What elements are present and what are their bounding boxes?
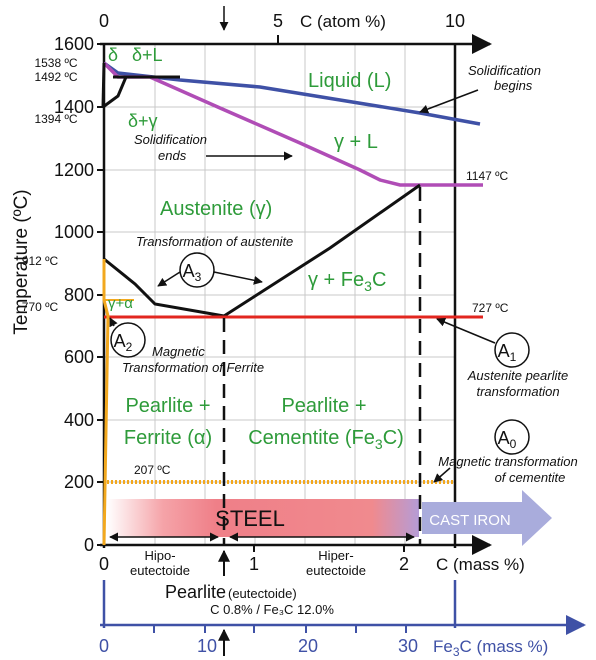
svg-text:0: 0 [99,636,109,656]
temperature-labels: 1538 ºC 1492 ºC 1394 ºC 912 ºC 770 ºC 11… [22,56,509,477]
y-axis-labels: 1600 1400 1200 1000 800 600 400 200 0 Te… [11,34,94,555]
svg-text:Austenite (γ): Austenite (γ) [160,198,272,220]
svg-text:1492 ºC: 1492 ºC [34,70,77,84]
steel-band: STEEL [107,499,419,537]
svg-text:Pearlite: Pearlite [165,582,226,602]
svg-text:transformation: transformation [476,384,559,399]
svg-text:Transformation of Ferrite: Transformation of Ferrite [122,360,264,375]
top-axis-label: C (atom %) [300,12,386,31]
svg-text:1400: 1400 [54,97,94,117]
svg-text:of cementite: of cementite [495,470,566,485]
top-tick-5: 5 [273,11,283,31]
a3-line [103,257,225,318]
svg-text:1394 ºC: 1394 ºC [34,112,77,126]
ferrite-boundary [102,259,110,546]
svg-text:2: 2 [399,554,409,574]
svg-text:CAST IRON: CAST IRON [429,512,510,529]
liquidus-line [102,61,481,126]
svg-text:begins: begins [494,78,533,93]
svg-text:Transformation of austenite: Transformation of austenite [136,234,293,249]
y-axis-title: Temperature (ºC) [11,189,32,334]
marker-a3: A3 [157,252,263,288]
annotations: Solidification begins Solidification end… [122,63,578,485]
svg-text:A0: A0 [498,428,517,451]
svg-text:Solidification: Solidification [468,63,541,78]
solidus-line [102,61,483,187]
phase-labels: δ δ+L δ+γ Liquid (L) γ + L Austenite (γ)… [108,45,404,452]
svg-text:γ+α: γ+α [108,295,133,312]
svg-text:Magnetic: Magnetic [152,344,205,359]
svg-text:Liquid (L): Liquid (L) [308,70,391,92]
top-tick-10: 10 [445,11,465,31]
phase-lines [101,61,483,546]
svg-text:γ + Fe3C: γ + Fe3C [308,269,386,294]
top-axis: 0 5 10 C (atom %) [99,6,465,44]
svg-text:727 ºC: 727 ºC [472,301,509,315]
svg-text:Hiper-: Hiper- [318,548,353,563]
svg-text:30: 30 [398,636,418,656]
top-tick-0: 0 [99,11,109,31]
svg-text:20: 20 [298,636,318,656]
svg-text:C 0.8% / Fe₃C 12.0%: C 0.8% / Fe₃C 12.0% [210,602,334,617]
svg-text:1600: 1600 [54,34,94,54]
svg-text:600: 600 [64,347,94,367]
delta-gamma-boundary [102,75,135,109]
svg-text:Ferrite (α): Ferrite (α) [124,427,212,449]
svg-text:Solidification: Solidification [134,132,207,147]
svg-text:ends: ends [158,148,187,163]
svg-text:0: 0 [99,554,109,574]
svg-text:Magnetic transformation: Magnetic transformation [438,454,577,469]
svg-text:1000: 1000 [54,222,94,242]
svg-text:1200: 1200 [54,160,94,180]
marker-a1: A1 [436,317,530,368]
svg-text:δ: δ [108,45,118,65]
svg-text:STEEL: STEEL [215,506,285,531]
svg-text:A3: A3 [183,261,202,284]
marker-a0: A0 [494,419,530,455]
svg-text:770 ºC: 770 ºC [22,300,59,314]
svg-text:Fe3C (mass %): Fe3C (mass %) [433,637,548,659]
marker-a2: A2 [109,317,146,358]
svg-text:γ + L: γ + L [334,131,378,153]
svg-text:0: 0 [84,535,94,555]
svg-text:10: 10 [197,636,217,656]
svg-text:(eutectoide): (eutectoide) [228,586,297,601]
svg-text:Pearlite +: Pearlite + [125,395,210,417]
cast-iron-band: CAST IRON [422,490,552,546]
svg-text:C (mass %): C (mass %) [436,555,525,574]
svg-text:A2: A2 [114,331,133,354]
svg-text:912 ºC: 912 ºC [22,254,59,268]
svg-text:400: 400 [64,410,94,430]
svg-text:δ+γ: δ+γ [128,111,158,131]
svg-text:800: 800 [64,285,94,305]
svg-text:A1: A1 [498,341,517,364]
svg-text:Cementite (Fe3C): Cementite (Fe3C) [248,427,404,452]
svg-text:eutectoide: eutectoide [130,563,190,578]
svg-text:1538 ºC: 1538 ºC [34,56,77,70]
svg-text:1: 1 [249,554,259,574]
svg-text:Pearlite +: Pearlite + [281,395,366,417]
svg-text:Hipo-: Hipo- [144,548,175,563]
svg-text:1147 ºC: 1147 ºC [466,169,509,183]
svg-text:207 ºC: 207 ºC [134,463,171,477]
svg-text:δ+L: δ+L [132,45,163,65]
bottom-axis: 0 1 2 C (mass %) Hipo- eutectoide Hiper-… [99,532,525,617]
acm-line [223,183,421,318]
fe3c-axis: 0 10 20 30 Fe3C (mass %) [99,580,586,659]
delta-boundary [101,62,106,108]
svg-text:eutectoide: eutectoide [306,563,366,578]
svg-text:Austenite pearlite: Austenite pearlite [467,368,568,383]
svg-text:200: 200 [64,472,94,492]
